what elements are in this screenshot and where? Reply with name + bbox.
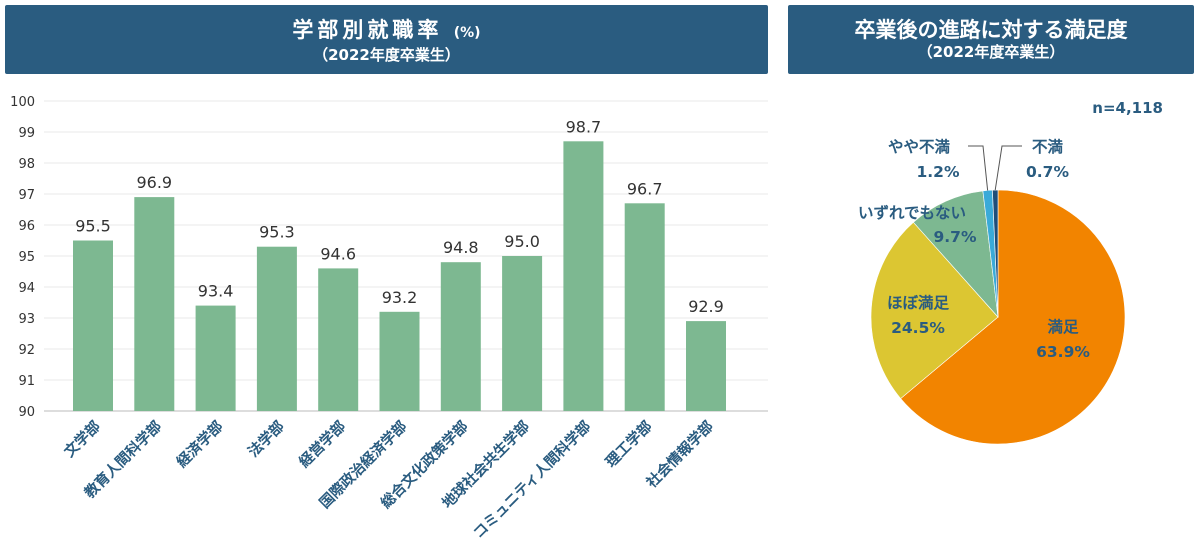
bar-chart-subtitle: （2022年度卒業生） [313,46,460,64]
bar-value-label: 94.8 [443,238,479,257]
bar [502,256,543,411]
x-category-label: コミュニティ人間科学部 [469,417,594,542]
pie-slice-mostly-satisfied [870,221,999,399]
bar [318,268,359,411]
pie-chart-subtitle: （2022年度卒業生） [917,43,1065,61]
y-tick-label: 91 [18,374,35,389]
y-tick-label: 94 [18,281,35,296]
slice-label-pct: 63.9% [1036,343,1090,361]
bar-value-label: 93.2 [382,288,418,307]
leader-line [968,145,989,191]
bar [134,197,175,411]
bar [624,203,665,411]
bar [440,262,481,411]
bar-chart-unit: (%) [453,25,481,41]
bar-value-label: 94.6 [320,244,356,263]
pie-chart: n=4,118 満足 63.9% ほぼ満足 24.5% いずれでもない 9.7% やや不満 1.… [858,99,1163,445]
x-category-label: 理工学部 [602,417,656,471]
pie-slice-neutral [912,190,999,318]
bar [195,305,236,411]
y-tick-label: 96 [18,219,35,234]
sample-size-label: n=4,118 [1092,99,1163,117]
y-tick-label: 98 [18,157,35,172]
pie-slice-dissatisfied [992,189,999,318]
bar-value-label: 95.5 [75,217,111,236]
y-tick-label: 92 [18,343,35,358]
bar-chart-title: 学部別就職率 [292,18,443,42]
bar [379,311,420,411]
x-category-label: 経済学部 [173,417,227,471]
pie-chart-title-banner: 卒業後の進路に対する満足度 （2022年度卒業生） [788,5,1194,74]
bar-chart-title-banner: 学部別就職率 (%) （2022年度卒業生） [5,5,768,74]
slice-label-name: 不満 [1032,138,1064,156]
bar-value-label: 95.3 [259,223,295,242]
slice-label-name: ほぼ満足 [887,294,950,312]
bar-value-label: 98.7 [566,117,602,136]
bar [73,240,113,411]
slice-label-name: やや不満 [888,138,951,156]
bar-value-label: 92.9 [688,297,724,316]
bar-chart: 9091929394959697989910095.5文学部96.9教育人間科学… [10,95,768,542]
y-tick-label: 99 [18,126,35,141]
y-tick-label: 90 [18,405,35,420]
bar [563,141,604,412]
pie-chart-title: 卒業後の進路に対する満足度 [854,18,1128,42]
y-tick-label: 97 [18,188,35,203]
bar-value-label: 93.4 [198,282,234,301]
x-category-label: 文学部 [60,417,104,461]
slice-label-name: 満足 [1047,318,1079,336]
bar-value-label: 96.7 [627,179,663,198]
slice-label-name: いずれでもない [858,203,966,222]
bar-value-label: 96.9 [136,173,172,192]
x-category-label: 法学部 [244,417,288,461]
slice-label-pct: 1.2% [917,163,960,181]
slice-label-pct: 24.5% [891,319,945,337]
bar-value-label: 95.0 [504,232,540,251]
slice-label-pct: 9.7% [934,228,977,246]
y-tick-label: 95 [18,250,35,265]
y-tick-label: 100 [10,95,35,110]
bar [686,321,726,411]
leader-line [994,145,1022,191]
y-tick-label: 93 [18,312,35,327]
slice-label-pct: 0.7% [1026,163,1069,181]
x-category-label: 経営学部 [295,417,349,471]
bar [256,246,297,411]
pie-slice-satisfied [900,189,1126,445]
